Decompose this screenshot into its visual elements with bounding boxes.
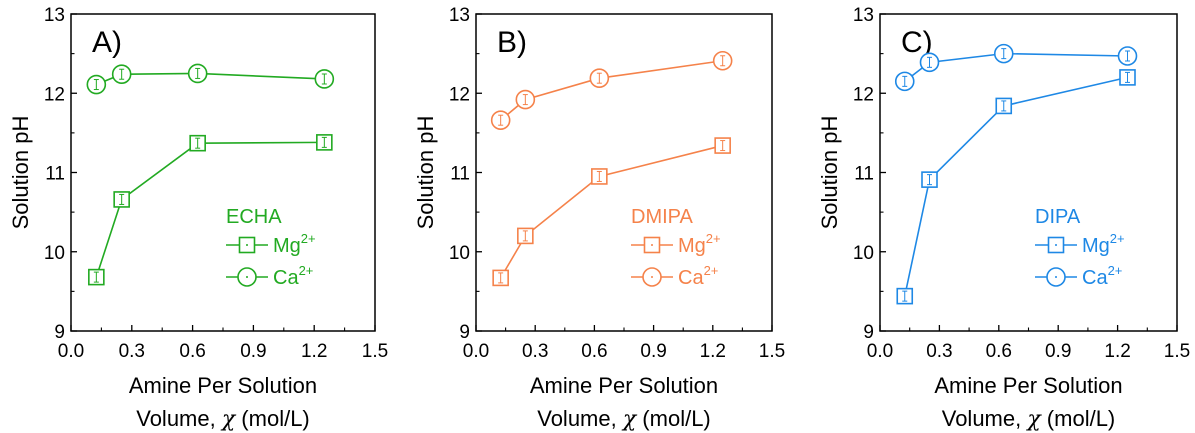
legend-entry-label: Ca2+ (273, 263, 313, 289)
x-axis-label-line1: Amine Per Solution (530, 373, 718, 398)
legend-entry-name: Ca (678, 267, 704, 289)
legend-entry-label: Mg2+ (678, 231, 721, 257)
legend-entry-label: Mg2+ (273, 231, 316, 257)
x-axis-label-suffix: (mol/L) (1041, 406, 1116, 431)
y-tick-label: 13 (44, 5, 65, 26)
ca-series-line (904, 52, 1128, 82)
legend-title: ECHA (226, 206, 282, 228)
x-tick-label: 1.2 (301, 341, 327, 362)
legend-title: DMIPA (631, 206, 694, 228)
panel-label: B) (497, 26, 527, 59)
x-axis-label-prefix: Volume, (136, 406, 222, 431)
x-tick-label: 1.5 (1164, 341, 1190, 362)
x-tick-label: 0.9 (640, 341, 666, 362)
chart-panel-2: 0.0 0.3 0.6 0.9 1.2 1.5 9 10 11 12 13 Solution pH Am… (413, 5, 785, 432)
x-tick-label: 0.6 (179, 341, 205, 362)
legend-entry-charge: 2+ (299, 263, 314, 278)
y-tick-label: 10 (853, 243, 874, 264)
legend-marker-dot (1055, 276, 1057, 278)
legend-entry-charge: 2+ (704, 263, 719, 278)
legend-marker-dot (246, 244, 248, 246)
y-tick-label: 11 (45, 164, 65, 185)
legend-marker-dot (651, 276, 653, 278)
legend-marker-dot (1055, 244, 1057, 246)
x-axis-label-line1: Amine Per Solution (934, 373, 1122, 398)
legend-title: DIPA (1035, 206, 1081, 228)
x-tick-label: 0.0 (867, 341, 893, 362)
x-tick-label: 1.2 (1104, 341, 1130, 362)
x-axis-label-line2: Volume, χ (mol/L) (942, 406, 1116, 432)
x-tick-label: 0.0 (463, 341, 489, 362)
ca-series-line (500, 59, 723, 121)
y-axis-label: Solution pH (8, 116, 33, 230)
legend-marker-dot (651, 244, 653, 246)
y-tick-label: 12 (44, 84, 65, 105)
x-tick-label: 1.2 (700, 341, 726, 362)
x-axis-label-suffix: (mol/L) (235, 406, 310, 431)
legend-entry-charge: 2+ (706, 231, 721, 246)
x-axis-label-line2: Volume, χ (mol/L) (136, 406, 310, 432)
y-axis-label: Solution pH (817, 116, 842, 230)
y-tick-label: 13 (449, 5, 470, 26)
y-tick-label: 10 (44, 243, 65, 264)
x-axis-label-line1: Amine Per Solution (129, 373, 317, 398)
x-axis-label-prefix: Volume, (537, 406, 623, 431)
y-axis-label: Solution pH (413, 116, 438, 230)
ca-series-line (96, 72, 325, 86)
x-tick-label: 0.3 (522, 341, 548, 362)
legend-entry-name: Mg (1082, 235, 1110, 257)
legend-marker-dot (246, 276, 248, 278)
x-tick-label: 1.5 (759, 341, 785, 362)
y-tick-label: 12 (449, 84, 470, 105)
chi-symbol: χ (1025, 407, 1042, 432)
x-tick-label: 0.6 (986, 341, 1012, 362)
chart-panel-1: 0.0 0.3 0.6 0.9 1.2 1.5 9 10 11 12 13 Solution pH Am… (8, 5, 388, 432)
x-axis-label-suffix: (mol/L) (636, 406, 711, 431)
legend-entry-name: Mg (273, 235, 301, 257)
y-tick-label: 9 (863, 322, 874, 343)
legend-entry-name: Mg (678, 235, 706, 257)
x-tick-label: 1.5 (362, 341, 388, 362)
legend-entry-charge: 2+ (1108, 263, 1123, 278)
y-tick-label: 11 (854, 164, 874, 185)
chi-symbol: χ (621, 407, 638, 432)
legend-entry-charge: 2+ (301, 231, 316, 246)
y-tick-label: 9 (459, 322, 470, 343)
x-tick-label: 0.3 (119, 341, 145, 362)
y-tick-label: 11 (450, 164, 470, 185)
legend-entry-label: Ca2+ (1082, 263, 1122, 289)
x-tick-label: 0.9 (1045, 341, 1071, 362)
mg-series-line (499, 144, 723, 279)
x-axis-label-line2: Volume, χ (mol/L) (537, 406, 711, 432)
legend-entry-name: Ca (273, 267, 299, 289)
x-tick-label: 0.3 (926, 341, 952, 362)
y-tick-label: 12 (853, 84, 874, 105)
legend-entry-label: Mg2+ (1082, 231, 1125, 257)
mg-series-line (95, 141, 325, 278)
panel-label: A) (92, 26, 122, 59)
mg-series-line (903, 76, 1128, 297)
plot-frame (70, 13, 376, 332)
y-tick-label: 9 (54, 322, 65, 343)
legend-entry-name: Ca (1082, 267, 1108, 289)
x-tick-label: 0.6 (581, 341, 607, 362)
chi-symbol: χ (220, 407, 237, 432)
y-tick-label: 10 (449, 243, 470, 264)
legend-entry-charge: 2+ (1110, 231, 1125, 246)
y-tick-label: 13 (853, 5, 874, 26)
legend-entry-label: Ca2+ (678, 263, 718, 289)
x-tick-label: 0.9 (240, 341, 266, 362)
chart-panel-3: 0.0 0.3 0.6 0.9 1.2 1.5 9 10 11 12 13 Solution pH Am… (817, 5, 1190, 432)
x-tick-label: 0.0 (58, 341, 84, 362)
x-axis-label-prefix: Volume, (942, 406, 1028, 431)
